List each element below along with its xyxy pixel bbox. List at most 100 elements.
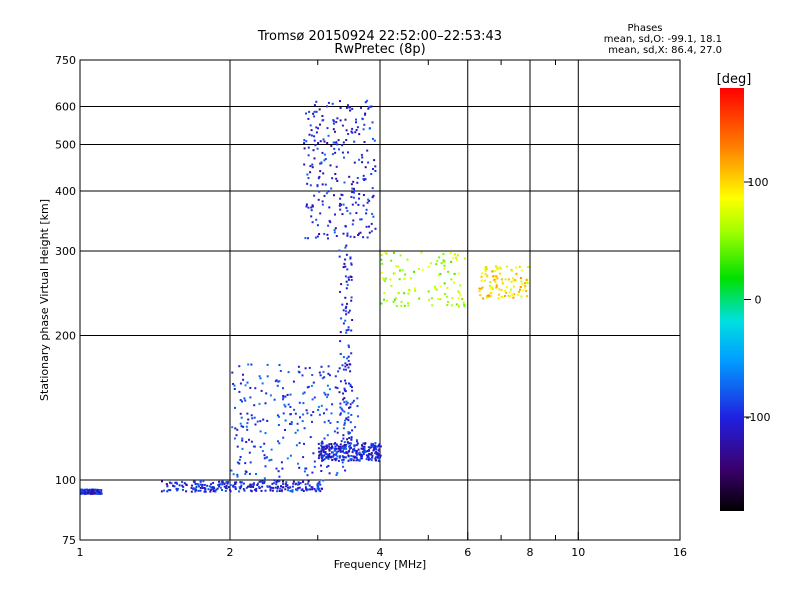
data-point	[344, 275, 347, 278]
data-point	[330, 412, 333, 415]
data-point	[206, 484, 209, 487]
data-point	[305, 112, 307, 115]
data-point	[339, 406, 342, 409]
data-point	[489, 285, 492, 288]
data-point	[313, 139, 316, 142]
data-point	[375, 445, 378, 448]
data-point	[302, 392, 305, 395]
data-point	[327, 464, 330, 467]
data-point	[345, 447, 348, 450]
phase-info-o-mode: mean, sd,O: -99.1, 18.1	[604, 34, 722, 45]
data-point	[333, 194, 335, 197]
data-point	[370, 459, 373, 462]
data-point	[224, 487, 227, 490]
data-point	[257, 482, 259, 485]
data-point	[278, 364, 281, 366]
data-point	[344, 310, 347, 313]
data-point	[342, 232, 345, 235]
data-point	[363, 447, 366, 450]
data-point	[352, 459, 355, 462]
data-point	[370, 442, 373, 445]
data-point	[291, 490, 294, 493]
data-point	[196, 483, 199, 486]
data-point	[349, 421, 352, 424]
data-point	[313, 194, 316, 197]
data-point	[342, 309, 345, 312]
data-point	[302, 490, 305, 492]
y-tick-label: 750	[55, 54, 76, 67]
data-point	[272, 487, 275, 489]
data-point	[229, 484, 232, 486]
data-point	[370, 452, 373, 455]
data-point	[439, 298, 442, 301]
data-point	[337, 370, 340, 373]
data-point	[410, 277, 412, 280]
data-point	[513, 293, 516, 296]
data-point	[336, 180, 339, 182]
data-point	[342, 445, 345, 448]
data-point	[348, 175, 351, 178]
data-point	[324, 452, 327, 455]
data-point	[512, 296, 515, 299]
data-point	[298, 401, 301, 404]
data-point	[235, 434, 238, 437]
data-point	[518, 265, 521, 268]
data-point	[342, 434, 345, 437]
data-point	[363, 123, 366, 126]
data-point	[345, 253, 348, 256]
data-point	[329, 221, 332, 224]
data-point	[242, 488, 245, 491]
data-point	[370, 222, 373, 225]
data-point	[232, 383, 235, 385]
data-point	[363, 449, 366, 452]
data-point	[340, 193, 343, 196]
data-point	[512, 279, 515, 282]
data-point	[348, 406, 350, 409]
data-point	[282, 396, 285, 399]
data-point	[367, 454, 370, 457]
data-point	[173, 485, 176, 488]
data-point	[520, 280, 523, 283]
data-point	[95, 492, 98, 495]
data-point	[404, 273, 407, 276]
data-point	[247, 418, 250, 421]
data-point	[377, 449, 380, 452]
data-point	[349, 403, 352, 406]
data-point	[455, 256, 458, 259]
data-point	[407, 302, 410, 305]
y-tick-label: 400	[55, 185, 76, 198]
data-point	[327, 372, 330, 375]
data-point	[355, 459, 358, 462]
data-point	[443, 264, 446, 267]
data-point	[350, 263, 353, 266]
data-point	[364, 112, 367, 115]
data-point	[307, 177, 310, 179]
data-point	[344, 379, 347, 382]
data-point	[365, 454, 368, 457]
data-point	[225, 480, 228, 483]
data-point	[320, 444, 323, 447]
data-point	[505, 286, 508, 289]
data-point	[345, 331, 348, 334]
data-point	[347, 416, 350, 419]
data-point	[367, 198, 370, 201]
data-point	[253, 416, 256, 419]
data-point	[321, 440, 324, 443]
data-point	[343, 443, 346, 446]
data-point	[316, 485, 319, 488]
data-point	[329, 446, 332, 449]
data-point	[366, 236, 369, 239]
data-point	[457, 297, 460, 300]
data-point	[359, 218, 362, 221]
data-point	[343, 387, 346, 390]
data-point	[278, 415, 280, 418]
data-point	[510, 280, 513, 283]
data-point	[371, 212, 374, 215]
data-point	[323, 412, 325, 415]
data-point	[374, 457, 377, 460]
data-point	[375, 459, 378, 462]
data-point	[368, 106, 370, 109]
data-point	[336, 421, 339, 423]
data-point	[244, 384, 247, 387]
data-point	[327, 454, 330, 457]
